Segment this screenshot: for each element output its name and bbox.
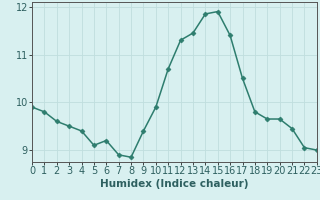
X-axis label: Humidex (Indice chaleur): Humidex (Indice chaleur) [100,179,249,189]
